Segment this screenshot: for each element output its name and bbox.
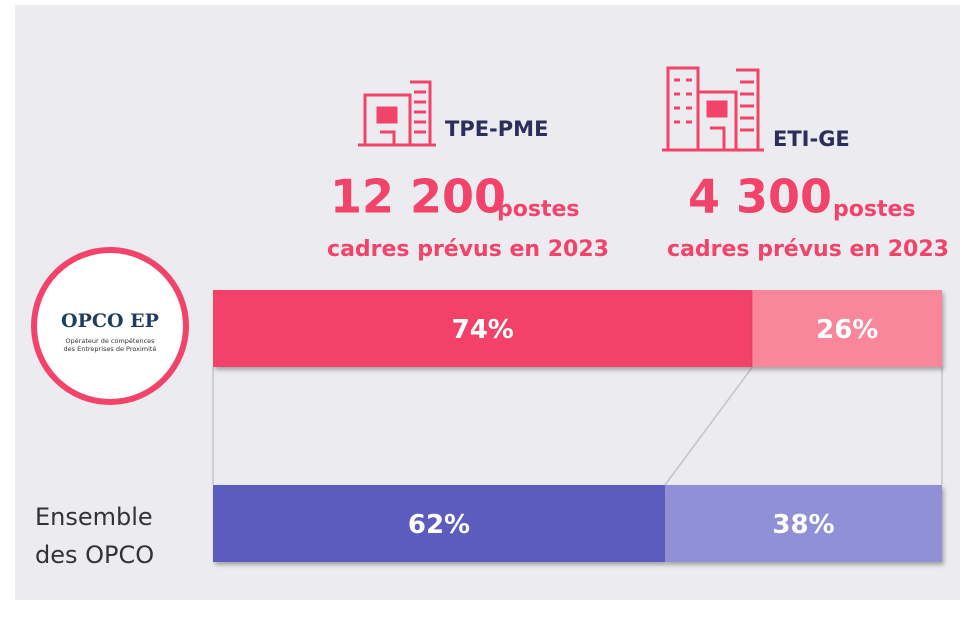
series-name: TPE-PME bbox=[445, 117, 548, 141]
bar bbox=[664, 485, 942, 562]
value-label: 38% bbox=[772, 510, 834, 540]
connector bbox=[664, 366, 754, 486]
logo-circle bbox=[31, 247, 189, 405]
value-label: 62% bbox=[408, 510, 470, 540]
series-name: ETI-GE bbox=[773, 127, 850, 151]
icon-small-building bbox=[358, 80, 436, 147]
logo-tagline: des Entreprises de Proximité bbox=[64, 345, 157, 353]
bar bbox=[213, 485, 665, 562]
headline: 4 300 bbox=[688, 170, 832, 224]
logo-tagline: Opérateur de compétences bbox=[65, 337, 155, 345]
value-label: 26% bbox=[816, 315, 878, 345]
caption: cadres prévus en 2023 bbox=[667, 237, 949, 262]
unit: postes bbox=[833, 197, 916, 222]
unit: postes bbox=[497, 197, 580, 222]
caption: cadres prévus en 2023 bbox=[327, 237, 609, 262]
headline: 12 200 bbox=[330, 170, 506, 224]
bar bbox=[213, 290, 753, 367]
value-label: 74% bbox=[452, 315, 514, 345]
bar bbox=[752, 290, 942, 367]
icon-large-building bbox=[662, 66, 764, 152]
logo-name: OPCO EP bbox=[61, 310, 159, 332]
category-label: Ensemble des OPCO bbox=[35, 503, 155, 569]
